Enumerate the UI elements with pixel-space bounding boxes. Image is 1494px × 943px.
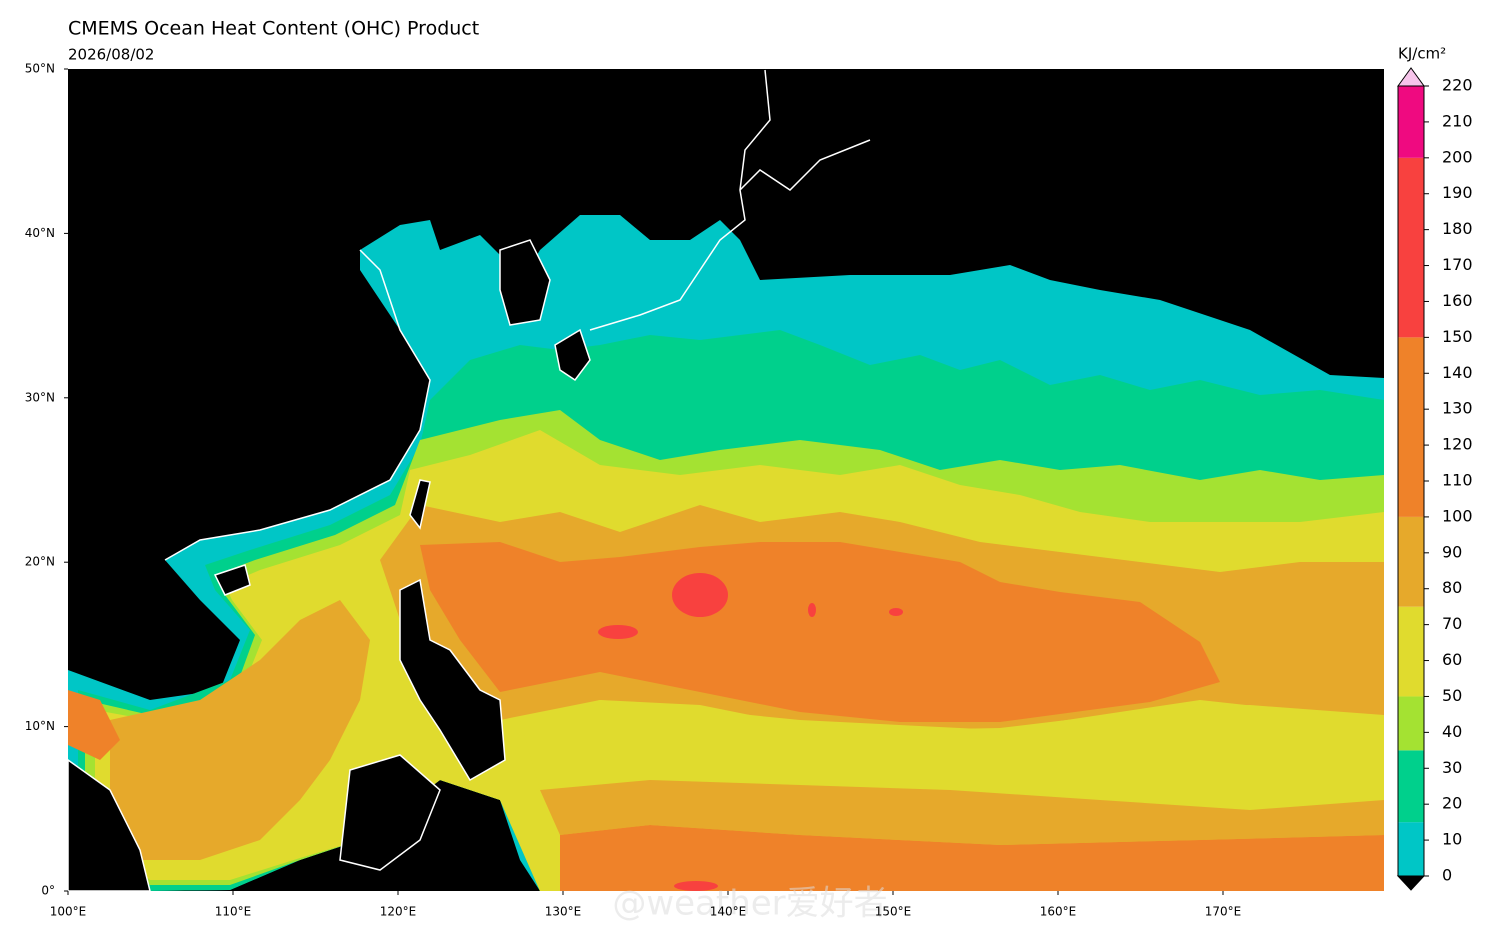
colorbar-label: 110 bbox=[1442, 471, 1473, 490]
under-triangle bbox=[1396, 875, 1426, 891]
colorbar-label: 170 bbox=[1442, 255, 1473, 274]
colorbar-label: 20 bbox=[1442, 794, 1462, 813]
lat-label: 10°N bbox=[25, 719, 55, 733]
colorbar-label: 0 bbox=[1442, 866, 1452, 885]
lat-label: 30°N bbox=[25, 390, 55, 404]
hainan bbox=[213, 564, 251, 596]
ocean-orange-band bbox=[560, 825, 1384, 891]
colorbar-label: 90 bbox=[1442, 542, 1462, 561]
borneo bbox=[339, 754, 441, 871]
colorbar-unit: KJ/cm² bbox=[1398, 45, 1446, 63]
ocean-red bbox=[598, 625, 638, 639]
color-band bbox=[1398, 337, 1424, 517]
japan-coast bbox=[589, 69, 871, 331]
korea bbox=[499, 239, 551, 326]
colorbar-label: 220 bbox=[1442, 76, 1473, 95]
over-triangle bbox=[1397, 67, 1425, 87]
colorbar-label: 30 bbox=[1442, 758, 1462, 777]
ocean-orange bbox=[68, 542, 1220, 760]
colorbar-label: 10 bbox=[1442, 830, 1462, 849]
ocean-gold-band bbox=[540, 780, 1384, 845]
lon-label: 170°E bbox=[1205, 905, 1242, 919]
colorbar-label: 130 bbox=[1442, 399, 1473, 418]
sumatra bbox=[67, 758, 151, 892]
color-band bbox=[1398, 86, 1424, 158]
color-band bbox=[1398, 822, 1424, 876]
lat-label: 40°N bbox=[25, 226, 55, 240]
colorbar-label: 140 bbox=[1442, 363, 1473, 382]
lat-label: 0° bbox=[41, 884, 55, 898]
ocean-red bbox=[674, 881, 718, 891]
philippines bbox=[399, 578, 506, 782]
ocean-yellow-band bbox=[520, 700, 1384, 810]
colorbar-label: 50 bbox=[1442, 686, 1462, 705]
colorbar-label: 60 bbox=[1442, 650, 1462, 669]
colorbar: 0 10 20 30 40 50 60 70 80 90 100 110 120 130 140 150 160… bbox=[1396, 67, 1473, 891]
lon-label: 100°E bbox=[50, 905, 87, 919]
lon-label: 150°E bbox=[875, 905, 912, 919]
color-band bbox=[1398, 606, 1424, 697]
coastline bbox=[164, 69, 871, 561]
color-band bbox=[1398, 750, 1424, 823]
lon-label: 120°E bbox=[380, 905, 417, 919]
colorbar-label: 210 bbox=[1442, 111, 1473, 130]
color-band bbox=[1398, 516, 1424, 607]
ocean-red bbox=[889, 608, 903, 616]
colorbar-label: 80 bbox=[1442, 578, 1462, 597]
colorbar-label: 160 bbox=[1442, 291, 1473, 310]
colorbar-label: 40 bbox=[1442, 722, 1462, 741]
colorbar-label: 150 bbox=[1442, 327, 1473, 346]
color-band bbox=[1398, 157, 1424, 338]
title: CMEMS Ocean Heat Content (OHC) Product bbox=[68, 18, 479, 40]
colorbar-label: 100 bbox=[1442, 506, 1473, 525]
lat-label: 20°N bbox=[25, 555, 55, 569]
color-band bbox=[1398, 696, 1424, 751]
colorbar-label: 70 bbox=[1442, 614, 1462, 633]
lon-label: 110°E bbox=[215, 905, 252, 919]
watermark: @weather爱好者 bbox=[612, 884, 887, 924]
colorbar-label: 180 bbox=[1442, 219, 1473, 238]
land bbox=[67, 239, 591, 892]
ocean-red bbox=[672, 573, 728, 617]
lat-label: 50°N bbox=[25, 62, 55, 76]
lon-label: 130°E bbox=[545, 905, 582, 919]
map bbox=[67, 69, 1384, 892]
ocean-red bbox=[808, 603, 816, 617]
date: 2026/08/02 bbox=[68, 46, 154, 64]
lon-label: 140°E bbox=[710, 905, 747, 919]
lon-label: 160°E bbox=[1040, 905, 1077, 919]
kyushu bbox=[554, 328, 591, 382]
china-coast bbox=[164, 249, 431, 561]
colorbar-label: 190 bbox=[1442, 183, 1473, 202]
colorbar-label: 200 bbox=[1442, 147, 1473, 166]
taiwan bbox=[409, 479, 431, 530]
colorbar-label: 120 bbox=[1442, 435, 1473, 454]
